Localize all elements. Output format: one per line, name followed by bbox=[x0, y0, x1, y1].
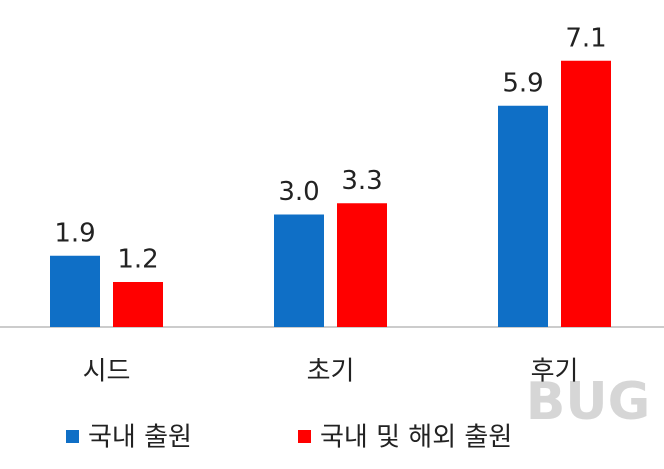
data-label: 1.2 bbox=[117, 245, 158, 275]
bar bbox=[498, 105, 548, 327]
bar bbox=[337, 203, 387, 327]
legend-swatch bbox=[66, 430, 79, 443]
data-label: 3.3 bbox=[341, 166, 382, 196]
bar bbox=[274, 214, 324, 327]
legend-label: 국내 출원 bbox=[88, 423, 192, 453]
legend-swatch bbox=[298, 430, 311, 443]
watermark: BUG bbox=[526, 372, 651, 432]
legend-label: 국내 및 해외 출원 bbox=[320, 423, 512, 453]
x-tick-label: 시드 bbox=[83, 357, 131, 387]
bar bbox=[113, 282, 163, 327]
data-label: 7.1 bbox=[565, 23, 606, 53]
data-label: 5.9 bbox=[502, 68, 543, 98]
bar bbox=[561, 60, 611, 327]
data-label: 1.9 bbox=[54, 218, 95, 248]
bar bbox=[50, 255, 100, 327]
x-tick-label: 후기 bbox=[531, 357, 579, 387]
data-label: 3.0 bbox=[278, 177, 319, 207]
x-tick-label: 초기 bbox=[307, 357, 355, 387]
